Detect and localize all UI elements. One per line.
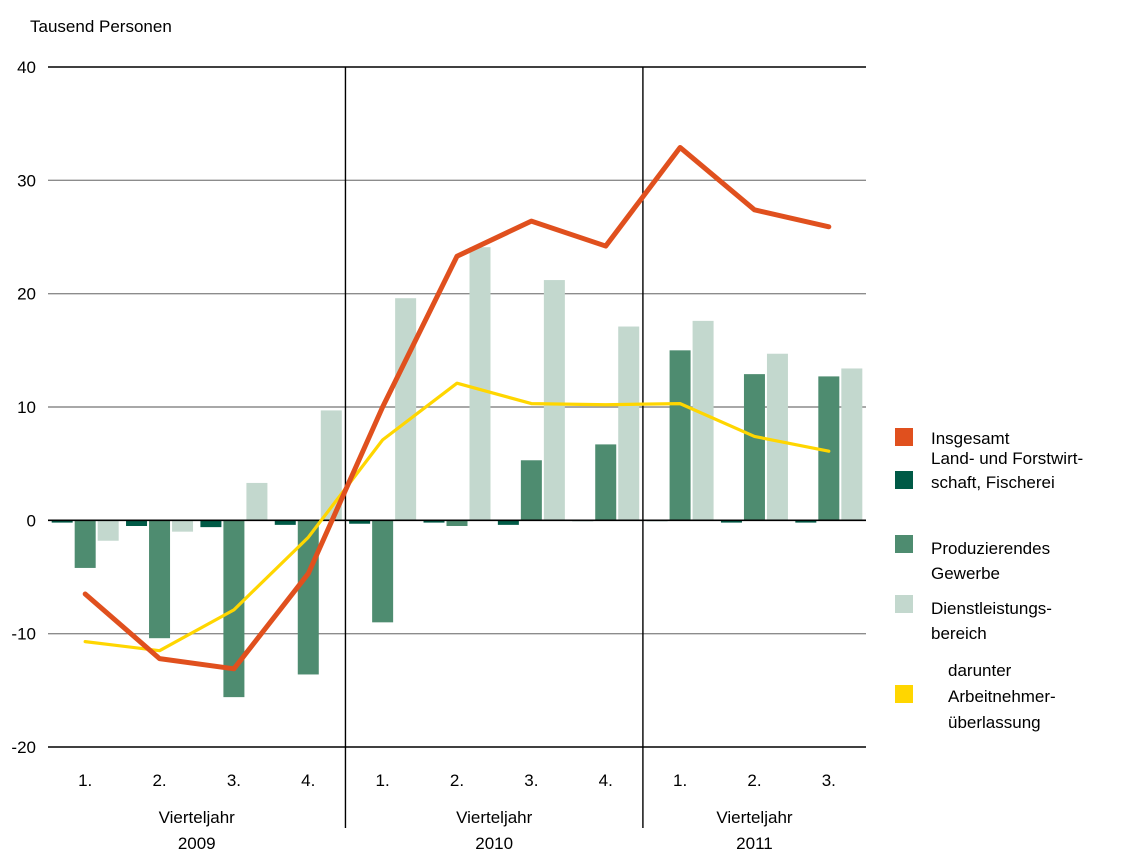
x-tick-6: 3. — [524, 771, 538, 790]
legend-swatch-insgesamt — [895, 428, 913, 446]
y-tick-30: 30 — [17, 171, 36, 190]
bar-produzierendes-gewerbe-5 — [446, 520, 468, 526]
bar-produzierendes-gewerbe-8 — [669, 350, 691, 521]
legend-label-darunter-arbeitnehmer-berlassung-1: Arbeitnehmer- — [948, 687, 1056, 706]
x-tick-9: 2. — [747, 771, 761, 790]
bar-dienstleistungsbereich-10 — [841, 368, 863, 521]
x-tick-1: 2. — [152, 771, 166, 790]
bar-produzierendes-gewerbe-10 — [818, 376, 840, 521]
x-tick-4: 1. — [376, 771, 390, 790]
line-insgesamt — [82, 144, 832, 672]
legend-label-darunter-arbeitnehmer-berlassung-2: überlassung — [948, 713, 1041, 732]
bar-dienstleistungsbereich-8 — [692, 320, 714, 521]
bar-land-und-forstwirtschaft-fischerei-2 — [200, 520, 222, 528]
bar-land-und-forstwirtschaft-fischerei-3 — [274, 520, 296, 525]
y-tick-40: 40 — [17, 58, 36, 77]
bar-land-und-forstwirtschaft-fischerei-4 — [349, 520, 371, 524]
group-label-0-line2: 2009 — [178, 834, 216, 853]
x-tick-3: 4. — [301, 771, 315, 790]
bar-dienstleistungsbereich-7 — [618, 326, 640, 521]
bar-land-und-forstwirtschaft-fischerei-5 — [423, 520, 445, 523]
bar-produzierendes-gewerbe-9 — [743, 374, 765, 521]
x-tick-2: 3. — [227, 771, 241, 790]
line-darunter-arbeitnehmer-berlassung — [83, 381, 831, 653]
bar-dienstleistungsbereich-9 — [766, 353, 788, 521]
y-tick-labels: -20 -10 0 10 20 30 40 — [11, 58, 36, 757]
bar-dienstleistungsbereich-6 — [543, 280, 565, 521]
bar-land-und-forstwirtschaft-fischerei-10 — [795, 520, 817, 523]
group-label-2-line2: 2011 — [736, 834, 773, 853]
legend-label-dienstleistungsbereich-0: Dienstleistungs- — [931, 599, 1052, 618]
legend-swatch-produzierendes-gewerbe — [895, 535, 913, 553]
bar-dienstleistungsbereich-4 — [395, 298, 417, 521]
y-tick-0: 0 — [27, 511, 36, 530]
group-label-1-line2: 2010 — [475, 834, 513, 853]
y-axis-label: Tausend Personen — [30, 17, 172, 36]
y-tick-20: 20 — [17, 285, 36, 304]
legend-label-darunter-arbeitnehmer-berlassung-0: darunter — [948, 661, 1012, 680]
x-tick-5: 2. — [450, 771, 464, 790]
y-tick--10: -10 — [11, 625, 36, 644]
series-lines — [82, 144, 832, 672]
bar-produzierendes-gewerbe-7 — [595, 444, 617, 521]
x-group-labels: Vierteljahr 2009 Vierteljahr 2010 Vierteljah… — [159, 808, 793, 853]
legend-swatch-land-und-forstwirtschaft-fischerei — [895, 471, 913, 489]
bar-dienstleistungsbereich-5 — [469, 247, 491, 521]
x-tick-0: 1. — [78, 771, 92, 790]
bar-produzierendes-gewerbe-1 — [149, 520, 171, 639]
bar-dienstleistungsbereich-1 — [172, 520, 194, 532]
bar-produzierendes-gewerbe-6 — [520, 460, 542, 521]
y-tick-10: 10 — [17, 398, 36, 417]
bars — [51, 247, 863, 698]
bar-land-und-forstwirtschaft-fischerei-1 — [126, 520, 148, 526]
bar-produzierendes-gewerbe-0 — [74, 520, 96, 568]
x-tick-7: 4. — [599, 771, 613, 790]
legend-label-produzierendes-gewerbe-0: Produzierendes — [931, 539, 1050, 558]
legend-label-insgesamt-0: Insgesamt — [931, 429, 1010, 448]
legend-swatch-dienstleistungsbereich — [895, 595, 913, 613]
legend-label-produzierendes-gewerbe-1: Gewerbe — [931, 564, 1000, 583]
legend-label-land-und-forstwirtschaft-fischerei-1: schaft, Fischerei — [931, 473, 1055, 492]
legend-label-dienstleistungsbereich-1: bereich — [931, 624, 987, 643]
group-label-0-line1: Vierteljahr — [159, 808, 236, 827]
group-label-2-line1: Vierteljahr — [716, 808, 793, 827]
legend-swatch-darunter-arbeitnehmer-berlassung — [895, 685, 913, 703]
legend-label-land-und-forstwirtschaft-fischerei-0: Land- und Forstwirt- — [931, 449, 1083, 468]
bar-land-und-forstwirtschaft-fischerei-0 — [51, 520, 73, 523]
x-tick-labels: 1. 2. 3. 4. 1. 2. 3. 4. 1. 2. 3. — [78, 771, 836, 790]
group-label-1-line1: Vierteljahr — [456, 808, 533, 827]
bar-dienstleistungsbereich-2 — [246, 482, 268, 521]
bar-produzierendes-gewerbe-4 — [372, 520, 394, 623]
bar-dienstleistungsbereich-3 — [320, 410, 342, 521]
bar-land-und-forstwirtschaft-fischerei-9 — [720, 520, 742, 523]
x-tick-8: 1. — [673, 771, 687, 790]
bar-land-und-forstwirtschaft-fischerei-6 — [497, 520, 519, 525]
bar-dienstleistungsbereich-0 — [97, 520, 119, 541]
y-tick--20: -20 — [11, 738, 36, 757]
x-tick-10: 3. — [822, 771, 836, 790]
